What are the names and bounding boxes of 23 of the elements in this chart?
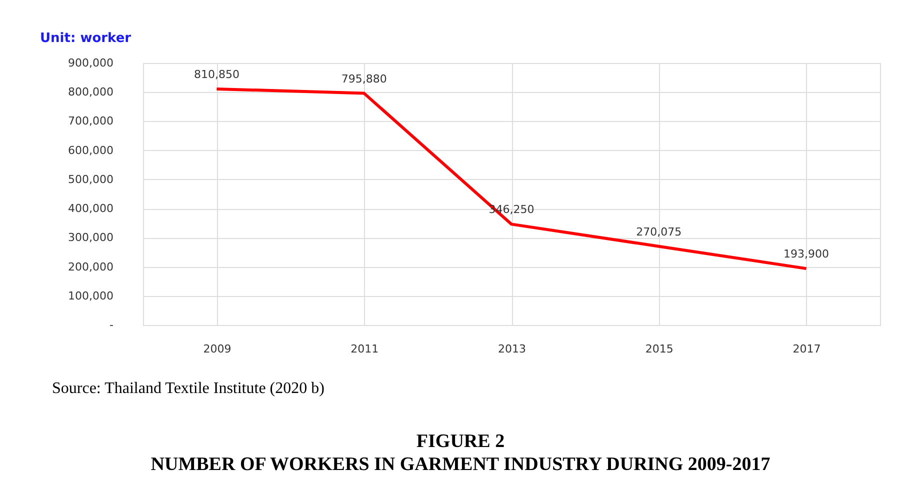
- y-tick-label: 600,000: [68, 144, 114, 157]
- text: Unit: worker: [40, 31, 132, 46]
- y-tick-label: 500,000: [68, 172, 114, 186]
- y-tick-label: -: [110, 318, 114, 332]
- y-tick-label: 300,000: [68, 231, 114, 244]
- y-tick-label: 100,000: [68, 289, 114, 302]
- data-label: 795,880: [341, 72, 387, 86]
- data-label: 193,900: [784, 248, 830, 261]
- y-tick-label: 200,000: [68, 260, 114, 274]
- x-tick-label: 2011: [350, 342, 379, 356]
- x-tick-label: 2017: [792, 342, 821, 356]
- x-tick-label: 2013: [498, 342, 526, 356]
- source-note: Source: Thailand Textile Institute (2020 b): [52, 380, 324, 397]
- y-tick-label: 400,000: [68, 202, 114, 216]
- x-tick-label: 2015: [645, 342, 674, 356]
- y-tick-label: 700,000: [68, 114, 114, 128]
- text: FIGURE 2: [416, 431, 505, 452]
- x-tick-label: 2009: [203, 342, 232, 356]
- y-tick-label: 900,000: [68, 56, 114, 70]
- text: NUMBER OF WORKERS IN GARMENT INDUSTRY DURING 2009-2017: [150, 454, 771, 475]
- data-label: 270,075: [636, 225, 682, 238]
- y-tick-label: 800,000: [68, 86, 114, 99]
- data-label: 810,850: [194, 68, 240, 81]
